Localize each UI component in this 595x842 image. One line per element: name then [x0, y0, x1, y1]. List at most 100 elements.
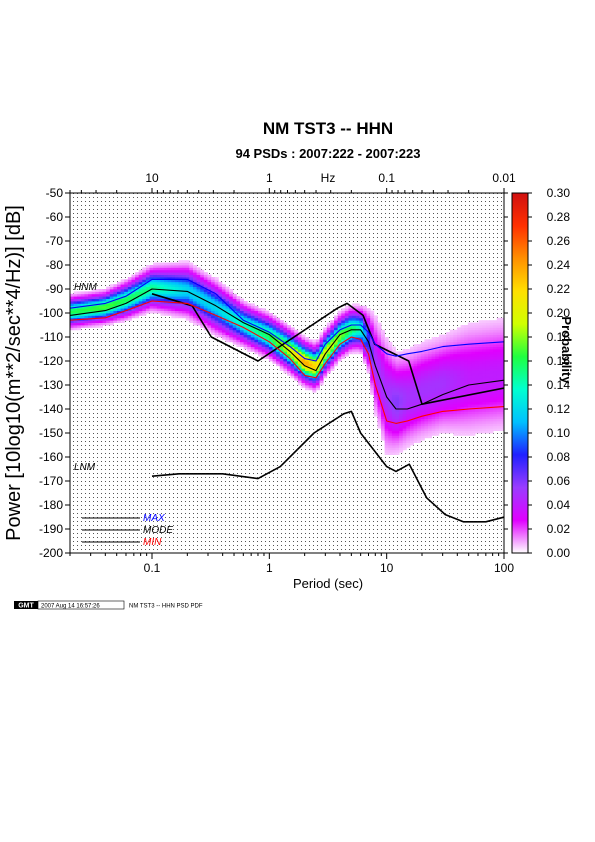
density-cell — [456, 428, 461, 431]
density-cell — [319, 382, 324, 386]
density-cell — [160, 298, 165, 302]
density-cell — [135, 281, 140, 285]
density-cell — [366, 325, 371, 328]
density-cell — [428, 397, 433, 400]
density-cell — [373, 409, 378, 412]
density-cell — [446, 351, 451, 355]
density-cell — [301, 337, 306, 340]
density-cell — [131, 308, 136, 311]
density-cell — [88, 305, 93, 309]
density-cell — [359, 315, 364, 319]
density-cell — [478, 404, 483, 407]
density-cell — [381, 377, 386, 381]
density-cell — [399, 394, 404, 398]
density-cell — [489, 425, 494, 429]
density-cell — [395, 392, 400, 395]
density-cell — [453, 394, 458, 398]
density-cell — [189, 265, 194, 268]
density-cell — [326, 368, 331, 371]
density-cell — [449, 341, 454, 345]
density-cell — [442, 334, 447, 338]
density-cell — [106, 293, 111, 297]
density-cell — [160, 267, 165, 271]
density-cell — [218, 301, 223, 304]
density-cell — [341, 310, 346, 314]
density-cell — [442, 344, 447, 347]
density-cell — [453, 387, 458, 391]
density-cell — [337, 351, 342, 355]
density-cell — [493, 325, 498, 328]
density-cell — [424, 341, 429, 345]
density-cell — [182, 310, 187, 314]
density-cell — [420, 399, 425, 403]
density-cell — [167, 308, 172, 311]
density-cell — [359, 351, 364, 355]
density-cell — [297, 382, 302, 386]
density-cell — [413, 425, 418, 429]
density-cell — [301, 344, 306, 347]
density-cell — [160, 291, 165, 295]
density-cell — [391, 437, 396, 441]
density-cell — [229, 308, 234, 311]
density-cell — [258, 339, 263, 343]
density-cell — [113, 303, 118, 307]
density-cell — [391, 442, 396, 446]
density-cell — [460, 358, 465, 362]
density-cell — [258, 325, 263, 328]
density-cell — [475, 377, 480, 381]
density-cell — [464, 370, 469, 374]
density-cell — [334, 353, 339, 357]
y-tick-label: -170 — [39, 474, 63, 488]
density-cell — [482, 322, 487, 326]
density-cell — [496, 325, 501, 328]
density-cell — [471, 428, 476, 431]
density-cell — [301, 380, 306, 383]
density-cell — [428, 353, 433, 357]
density-cell — [287, 358, 292, 362]
density-cell — [294, 370, 299, 374]
density-cell — [391, 346, 396, 350]
density-cell — [424, 416, 429, 419]
density-cell — [485, 339, 490, 343]
density-cell — [471, 370, 476, 374]
density-cell — [127, 305, 132, 309]
density-cell — [117, 281, 122, 285]
density-cell — [236, 308, 241, 311]
density-cell — [402, 428, 407, 431]
density-cell — [442, 416, 447, 419]
density-cell — [435, 365, 440, 369]
density-cell — [406, 433, 411, 436]
density-cell — [460, 425, 465, 429]
density-cell — [211, 320, 216, 323]
density-cell — [348, 322, 353, 326]
density-cell — [109, 298, 114, 302]
density-cell — [272, 322, 277, 326]
density-cell — [279, 358, 284, 362]
density-cell — [500, 327, 504, 331]
density-cell — [500, 406, 504, 410]
density-cell — [417, 409, 422, 412]
density-cell — [442, 337, 447, 340]
density-cell — [424, 380, 429, 383]
density-cell — [496, 370, 501, 374]
density-cell — [308, 351, 313, 355]
density-cell — [221, 293, 226, 297]
density-cell — [420, 423, 425, 427]
density-cell — [381, 375, 386, 379]
density-cell — [196, 303, 201, 307]
density-cell — [185, 281, 190, 285]
density-cell — [131, 274, 136, 278]
density-cell — [211, 279, 216, 283]
density-cell — [211, 308, 216, 311]
density-cell — [413, 387, 418, 391]
series-lnm-line — [151, 410, 504, 523]
density-cell — [485, 418, 490, 422]
density-cell — [164, 267, 169, 271]
density-cell — [200, 269, 205, 273]
density-cell — [460, 413, 465, 417]
density-cell — [409, 392, 414, 395]
density-cell — [449, 430, 454, 434]
density-cell — [178, 305, 183, 309]
density-cell — [475, 399, 480, 403]
density-cell — [337, 337, 342, 340]
